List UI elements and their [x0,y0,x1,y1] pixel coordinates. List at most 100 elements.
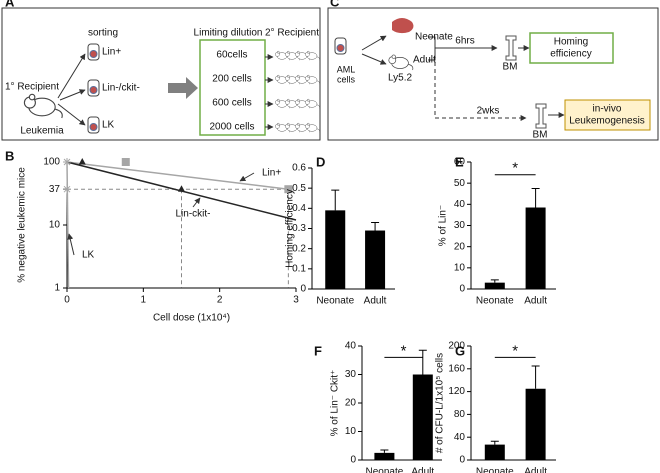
x-tick-label: Adult [411,467,434,473]
y-axis-label: Homing efficiency [285,189,296,268]
recipient-mouse [23,93,63,119]
dilution-box [199,39,266,136]
source-label: cells [337,74,356,84]
mouse-ear [276,74,280,78]
mouse-ear [296,74,300,78]
strain-label: Ly5.2 [388,73,413,84]
marker [63,185,71,194]
mouse-icon [305,50,320,61]
dose-label: 600 cells [212,98,251,109]
fit-line [66,161,70,289]
marker [63,158,71,166]
bar [365,230,386,289]
panel-c-frame [327,7,659,141]
bm-label: BM [503,62,518,73]
y-tick-label: 1 [54,283,60,294]
error-bar [371,221,380,231]
y-tick-label: 40 [454,432,466,443]
y-tick-label: 10 [454,262,466,273]
y-tick-label: 0 [350,455,356,466]
y-tick-label: 200 [448,341,465,352]
y-tick-label: 40 [454,199,466,210]
mouse-ear [306,74,310,78]
neonate-label: Neonate [415,32,453,43]
panel-letter: A [5,0,15,9]
y-tick-label: 60 [454,157,466,168]
annotation-pointer [192,197,201,208]
outcome-label: Leukemogenesis [569,116,645,127]
neonate-icon [392,18,414,34]
mouse-ear [276,122,280,126]
mouse-tail [316,56,320,61]
mouse-icon [285,74,300,85]
error-bar [380,449,389,453]
adult-mouse [388,54,414,71]
panel-a-frame [1,7,321,141]
x-tick-label: Neonate [316,296,354,307]
series-label: Lin-ckit- [175,209,210,220]
marker [78,158,86,165]
homing-box [529,32,614,64]
mouse-icon [295,74,310,85]
outcome-label: Homing [554,37,588,48]
diagram-c-lines [361,35,565,121]
mouse-ear [296,50,300,54]
dose-label: 60cells [216,50,247,61]
y-tick-label: 120 [448,386,465,397]
x-tick-label: Adult [524,467,547,473]
x-tick-label: Neonate [476,296,514,307]
cells [89,123,98,131]
mouse-ear [306,50,310,54]
y-tick-label: 0.6 [292,163,306,174]
series-label: LK [82,250,95,261]
x-tick-label: 3 [293,295,299,306]
significance-label: * [512,342,518,359]
adult-label: Adult [413,55,436,66]
marker [178,185,185,192]
time-label: 6hrs [455,36,474,47]
error-bar [490,279,499,283]
mouse-icon [305,98,320,109]
panel-letter: D [316,154,325,169]
y-tick-label: 0 [459,455,465,466]
y-tick-label: 100 [43,157,60,168]
source-label: AML [337,64,356,74]
mouse-ear [306,98,310,102]
bm-label: BM [533,130,548,141]
mouse-icon [305,122,320,133]
mouse-tail [55,108,63,119]
bar [325,210,346,289]
panel-letter: G [455,343,465,358]
mouse-icon [305,74,320,85]
y-tick-label: 0.4 [292,203,306,214]
bones [505,35,547,129]
y-tick-label: 37 [49,184,61,195]
fraction-label: Lin+ [102,47,121,58]
mouse-ear [306,122,310,126]
sorting-label: sorting [88,28,118,39]
leukemogenesis-box [564,99,651,131]
recipient-label: 1° Recipient [5,82,59,93]
annotation-pointer [239,172,255,182]
annotation-pointer [67,233,75,256]
y-axis-label: % of Lin⁻ [438,205,449,246]
y-axis-label: # of CFU-L/1x10⁵ cells [435,353,446,453]
mouse-tail [316,104,320,109]
fraction-label: LK [102,120,115,131]
error-bar [418,349,427,375]
y-tick-label: 0 [300,284,306,295]
bar [484,282,505,289]
y-tick-label: 10 [49,220,61,231]
y-tick-label: 30 [454,220,466,231]
mouse-ear [286,98,290,102]
mouse-ear [28,93,36,101]
dose-label: 200 cells [212,74,251,85]
marker [284,185,293,194]
x-tick-label: Neonate [476,467,514,473]
y-tick-label: 0.2 [292,243,306,254]
mouse-ear [286,50,290,54]
marker [121,158,130,166]
cells [336,44,345,52]
recipient2-label: 2° Recipient [265,28,319,39]
